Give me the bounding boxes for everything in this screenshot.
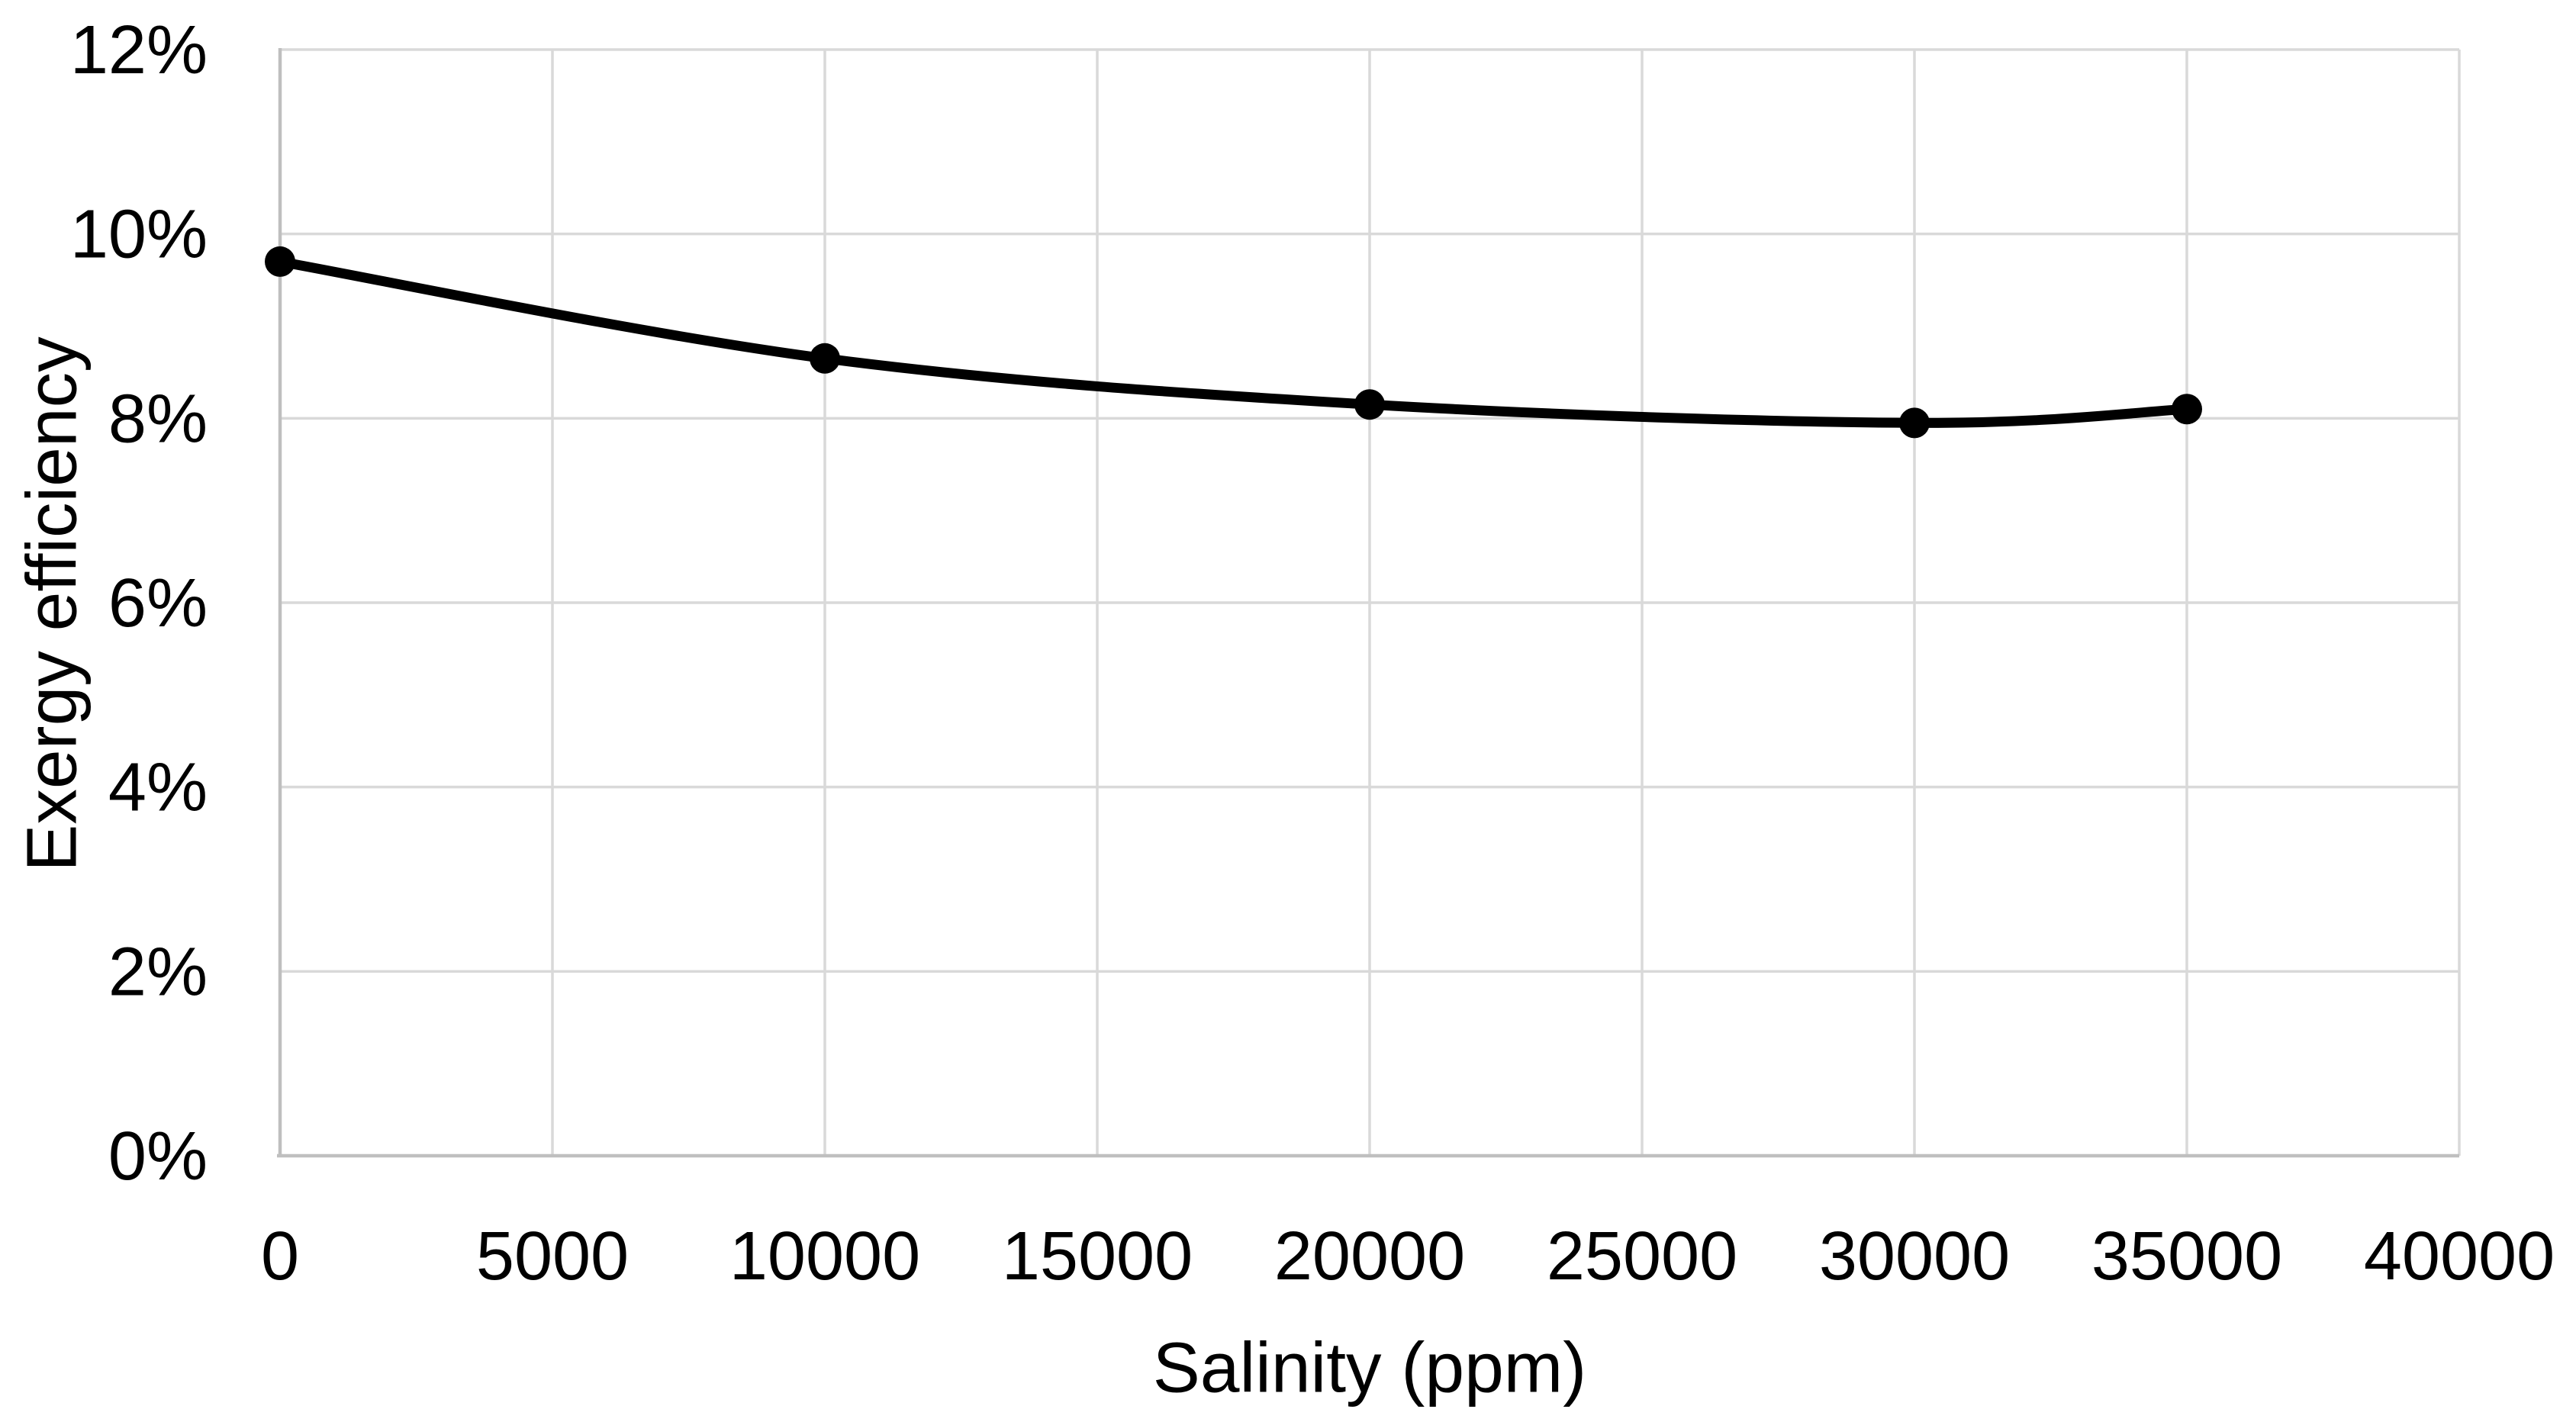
- x-tick-label: 5000: [476, 1218, 629, 1295]
- y-tick-label: 2%: [108, 934, 208, 1010]
- x-tick-label: 40000: [2364, 1218, 2555, 1295]
- x-tick-label: 10000: [729, 1218, 920, 1295]
- x-tick-label: 35000: [2091, 1218, 2282, 1295]
- y-tick-label: 8%: [108, 381, 208, 457]
- x-tick-label: 15000: [1002, 1218, 1193, 1295]
- y-tick-label: 10%: [70, 197, 208, 273]
- data-point-marker: [810, 343, 840, 374]
- data-point-marker: [2172, 394, 2202, 425]
- x-tick-label: 30000: [1819, 1218, 2010, 1295]
- y-tick-label: 12%: [70, 12, 208, 88]
- y-tick-label: 4%: [108, 750, 208, 826]
- data-point-marker: [1899, 407, 1930, 439]
- x-tick-label: 20000: [1274, 1218, 1465, 1295]
- y-tick-label: 6%: [108, 565, 208, 642]
- x-axis-title: Salinity (ppm): [1152, 1327, 1587, 1408]
- series-line: [275, 256, 2192, 428]
- x-tick-label: 0: [261, 1218, 299, 1295]
- data-point-marker: [1354, 389, 1385, 420]
- y-tick-label: 0%: [108, 1118, 208, 1195]
- x-tick-label: 25000: [1547, 1218, 1737, 1295]
- y-axis-title: Exergy efficiency: [11, 336, 92, 872]
- data-point-marker: [265, 246, 295, 277]
